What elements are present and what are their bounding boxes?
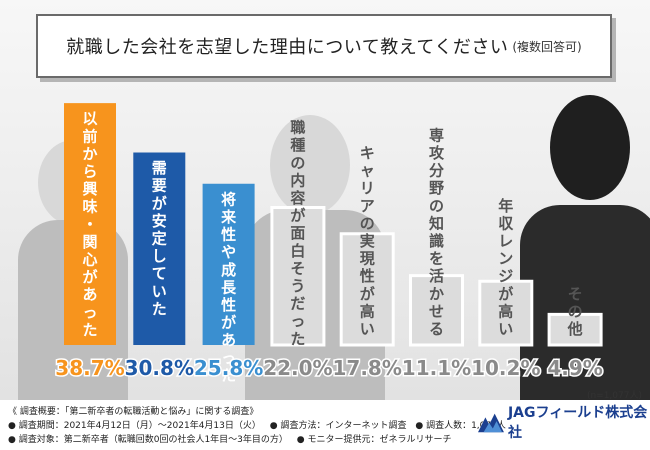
bar-7 (478, 279, 534, 347)
category-label-7: 年収レンジが高い (498, 197, 514, 338)
value-label-7: 10.2% (471, 356, 540, 380)
sample-size-note: (n=1,077人) (586, 391, 642, 401)
value-label-3: 25.8% (194, 356, 263, 380)
bar-8 (547, 312, 603, 347)
survey-overview: 《 調査概要：「第二新卒者の転職活動と悩み」に関する調査》 (8, 407, 259, 417)
bar-4 (270, 206, 326, 347)
survey-period-line: ● 調査期間：2021年4月12日（月）〜2021年4月13日（火） ● 調査方… (8, 421, 506, 431)
value-label-1: 38.7% (55, 356, 124, 380)
company-logo: JAGフィールド株式会社 (478, 405, 650, 441)
bar-chart: 以前から興味・関心があった 38.7% 需要が安定していた 30.8% 将来性や成長性が… (53, 103, 605, 384)
category-label-8: その他 (567, 285, 583, 338)
value-label-4: 22.0% (263, 356, 332, 380)
value-label-2: 30.8% (125, 356, 194, 380)
bar-6 (409, 274, 464, 347)
category-label-3: 将来性や成長性があった (220, 190, 237, 384)
category-label-2: 需要が安定していた (152, 159, 168, 318)
jag-logo-icon (478, 413, 504, 433)
category-label-5: キャリアの実現性が高い (360, 144, 376, 338)
chart-title-box: 就職した会社を志望した理由について教えてください (複数回答可) (36, 14, 612, 78)
category-label-1: 以前から興味・関心があった (82, 110, 98, 339)
value-label-8: 4.9% (547, 356, 602, 380)
bar-5 (339, 232, 395, 347)
value-label-6: 11.1% (402, 356, 471, 380)
company-name: JAGフィールド株式会社 (507, 405, 648, 441)
bar-3 (202, 183, 255, 345)
value-label-5: 17.8% (333, 356, 402, 380)
bar-2 (133, 152, 186, 345)
chart-subtitle: (複数回答可) (512, 39, 582, 54)
category-label-6: 専攻分野の知識を活かせる (429, 126, 445, 338)
bar-1 (64, 103, 116, 345)
survey-target-line: ● 調査対象：第二新卒者（転職回数0回の社会人1年目〜3年目の方） ● モニター… (8, 435, 452, 445)
category-label-4: 職種の内容が面白そうだった (289, 119, 306, 348)
chart-title: 就職した会社を志望した理由について教えてください (66, 37, 509, 58)
